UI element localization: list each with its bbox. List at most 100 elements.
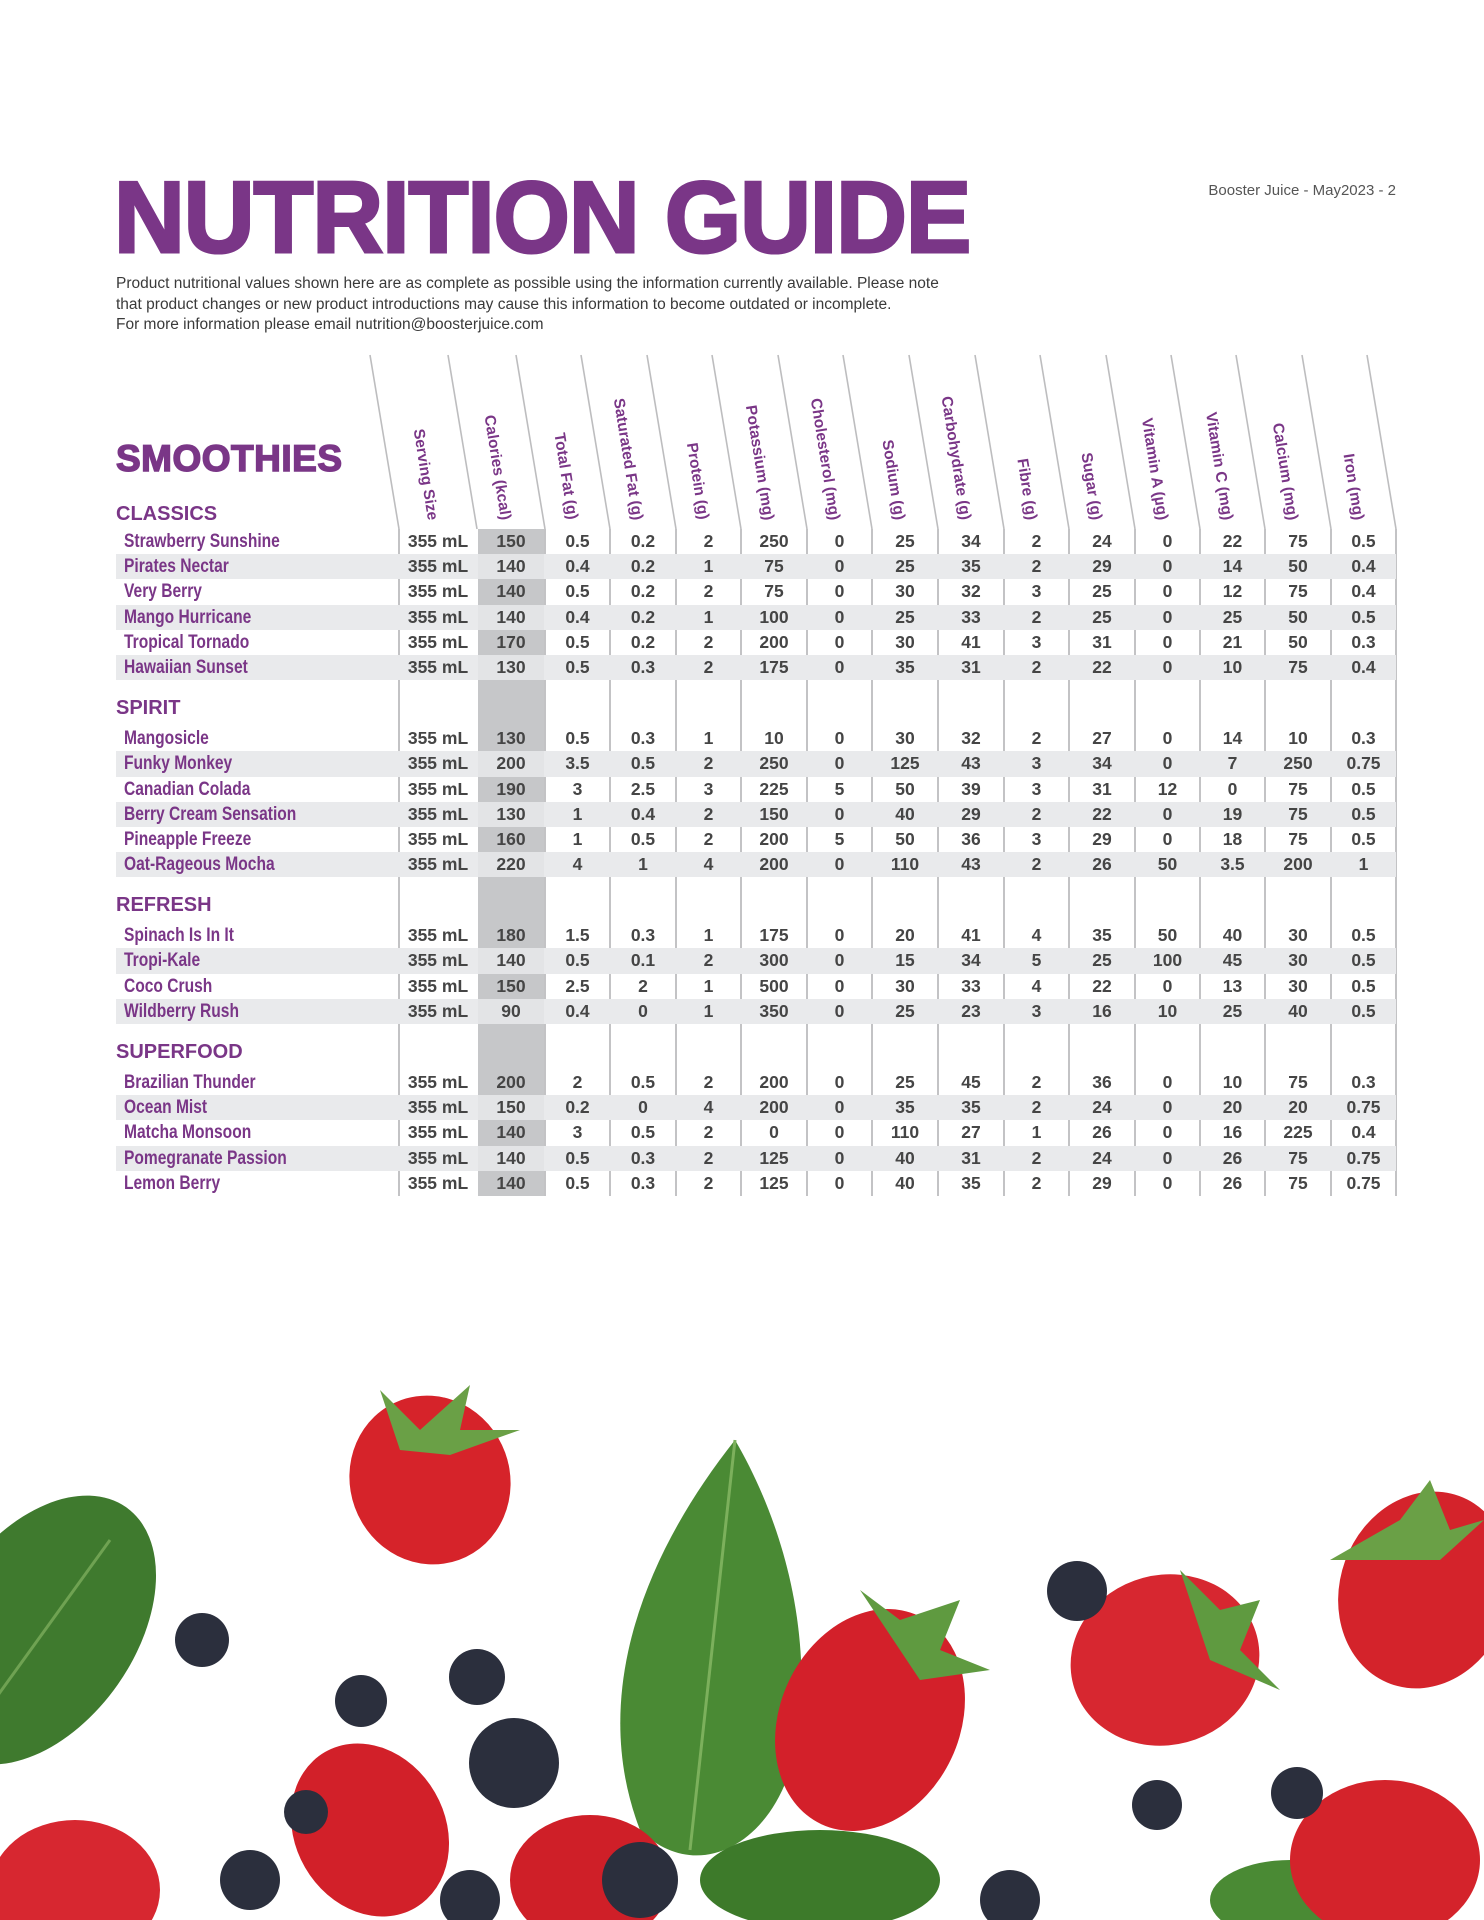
- cell-carbohydrate-g: 29: [961, 803, 981, 824]
- cell-protein-g: 2: [703, 531, 714, 551]
- cell-calories-kcal: 130: [496, 728, 526, 749]
- cell-saturated-fat-g: 0.2: [630, 581, 656, 602]
- cell-calories-kcal: 150: [478, 1095, 544, 1121]
- cell-sodium-g: 25: [895, 556, 915, 577]
- table-row: Wildberry Rush 355 mL 90 0.4 0 1 350 0 25 23 3 16 10…: [116, 998, 1396, 1024]
- berries-photo: [0, 1385, 1484, 1920]
- cell-sodium-g: 25: [895, 606, 915, 627]
- strawberry-icon: [349, 1385, 520, 1565]
- section-header-spirit: SPIRIT: [116, 680, 1396, 726]
- product-name: Lemon Berry: [124, 1172, 221, 1194]
- cell-serving-size: 355 mL: [407, 631, 469, 652]
- basil-leaf-icon: [700, 1830, 940, 1920]
- cell-fibre-g: 4: [1031, 925, 1042, 946]
- table-row: Mangosicle 355 mL 130 0.5 0.3 1 10 0 30 32 2 27 0 14 1…: [116, 726, 1396, 751]
- cell-vitamin-a-g: 0: [1162, 581, 1173, 602]
- cell-saturated-fat-g: 0.3: [630, 1147, 656, 1168]
- blueberry-icon: [175, 1561, 1323, 1920]
- cell-vitamin-a-g: 0: [1162, 803, 1173, 824]
- nutrition-table: CLASSICS Strawberry Sunshine 355 mL 150 0.5 0…: [116, 496, 1396, 1196]
- cell-serving-size: 355 mL: [407, 753, 469, 774]
- cell-vitamin-c-mg: 22: [1222, 531, 1243, 551]
- cell-sodium-g: 40: [895, 803, 915, 824]
- table-row: Lemon Berry 355 mL 140 0.5 0.3 2 125 0 40 35 2 29 0 2…: [116, 1171, 1396, 1196]
- cell-cholesterol-mg: 0: [834, 1000, 845, 1021]
- cell-sugar-g: 29: [1092, 556, 1112, 577]
- cell-total-fat-g: 3.5: [565, 753, 590, 774]
- table-row: Funky Monkey 355 mL 200 3.5 0.5 2 250 0 125 43 3 34…: [116, 751, 1396, 777]
- cell-serving-size: 355 mL: [407, 778, 469, 799]
- cell-total-fat-g: 0.5: [565, 728, 590, 749]
- cell-calories-kcal: 160: [496, 828, 526, 849]
- cell-calcium-mg: 75: [1288, 828, 1308, 849]
- cell-serving-size: 355 mL: [407, 531, 469, 551]
- cell-potassium-mg: 125: [759, 1147, 789, 1168]
- cell-vitamin-a-g: 0: [1162, 975, 1173, 996]
- cell-iron-mg: 0.3: [1351, 728, 1376, 749]
- product-name: Pineapple Freeze: [124, 828, 252, 850]
- cell-vitamin-a-g: 50: [1157, 925, 1178, 946]
- cell-carbohydrate-g: 32: [961, 581, 981, 602]
- cell-sodium-g: 30: [895, 631, 915, 652]
- cell-fibre-g: 2: [1031, 556, 1042, 577]
- cell-sugar-g: 26: [1092, 1122, 1112, 1143]
- cell-carbohydrate-g: 31: [961, 656, 981, 677]
- cell-calcium-mg: 75: [1288, 531, 1308, 551]
- cell-calcium-mg: 75: [1288, 656, 1308, 677]
- cell-cholesterol-mg: 0: [834, 606, 845, 627]
- cell-sodium-g: 40: [895, 1147, 915, 1168]
- table-row: Pineapple Freeze 355 mL 160 1 0.5 2 200 5 50 36 3 2…: [116, 827, 1396, 852]
- cell-fibre-g: 2: [1031, 1072, 1042, 1092]
- cell-sodium-g: 40: [895, 1172, 915, 1193]
- cell-vitamin-c-mg: 19: [1222, 803, 1243, 824]
- cell-calories-kcal: 150: [496, 975, 526, 996]
- cell-fibre-g: 5: [1031, 950, 1042, 971]
- table-row: Pirates Nectar 355 mL 140 0.4 0.2 1 75 0 25 35 2 29…: [116, 554, 1396, 580]
- cell-carbohydrate-g: 27: [961, 1122, 981, 1143]
- cell-calcium-mg: 75: [1288, 803, 1308, 824]
- cell-serving-size: 355 mL: [407, 728, 469, 749]
- cell-vitamin-c-mg: 3.5: [1220, 854, 1245, 875]
- cell-serving-size: 355 mL: [407, 925, 469, 946]
- cell-vitamin-a-g: 0: [1162, 828, 1173, 849]
- cell-cholesterol-mg: 0: [834, 1147, 845, 1168]
- page-reference: Booster Juice - May2023 - 2: [1208, 182, 1396, 199]
- cell-iron-mg: 0.75: [1346, 753, 1381, 774]
- cell-sugar-g: 24: [1092, 1147, 1112, 1168]
- cell-iron-mg: 0.4: [1351, 1122, 1376, 1143]
- cell-sodium-g: 110: [890, 1122, 920, 1143]
- cell-calcium-mg: 75: [1288, 1172, 1308, 1193]
- cell-calcium-mg: 10: [1288, 728, 1308, 749]
- cell-protein-g: 1: [703, 728, 714, 749]
- cell-iron-mg: 0.4: [1351, 581, 1376, 602]
- cell-potassium-mg: 200: [759, 854, 789, 875]
- cell-serving-size: 355 mL: [407, 1072, 469, 1092]
- cell-fibre-g: 1: [1031, 1122, 1042, 1143]
- cell-vitamin-c-mg: 12: [1222, 581, 1243, 602]
- cell-carbohydrate-g: 32: [961, 728, 981, 749]
- cell-calcium-mg: 50: [1288, 556, 1308, 577]
- cell-potassium-mg: 0: [769, 1122, 779, 1143]
- cell-total-fat-g: 0.4: [565, 556, 590, 577]
- product-name: Mango Hurricane: [124, 606, 252, 628]
- cell-fibre-g: 3: [1031, 828, 1042, 849]
- cell-cholesterol-mg: 5: [834, 828, 845, 849]
- cell-saturated-fat-g: 0.2: [630, 556, 656, 577]
- cell-calories-kcal: 220: [478, 852, 544, 878]
- cell-sugar-g: 31: [1092, 631, 1112, 652]
- cell-fibre-g: 2: [1031, 854, 1042, 875]
- cell-potassium-mg: 300: [759, 950, 789, 971]
- cell-iron-mg: 0.3: [1351, 1072, 1376, 1092]
- cell-sodium-g: 35: [895, 656, 915, 677]
- cell-vitamin-c-mg: 45: [1222, 950, 1243, 971]
- cell-saturated-fat-g: 2.5: [630, 778, 656, 799]
- cell-cholesterol-mg: 0: [834, 1097, 845, 1118]
- cell-sodium-g: 110: [890, 854, 920, 875]
- cell-protein-g: 2: [703, 828, 714, 849]
- cell-iron-mg: 0.3: [1351, 631, 1376, 652]
- table-row: Canadian Colada 355 mL 190 3 2.5 3 225 5 50 39 3 31…: [116, 777, 1396, 802]
- cell-saturated-fat-g: 0.4: [630, 803, 656, 824]
- cell-potassium-mg: 75: [764, 556, 784, 577]
- table-row: Spinach Is In It 355 mL 180 1.5 0.3 1 175 0 20 41…: [116, 923, 1396, 948]
- cell-vitamin-c-mg: 13: [1222, 975, 1243, 996]
